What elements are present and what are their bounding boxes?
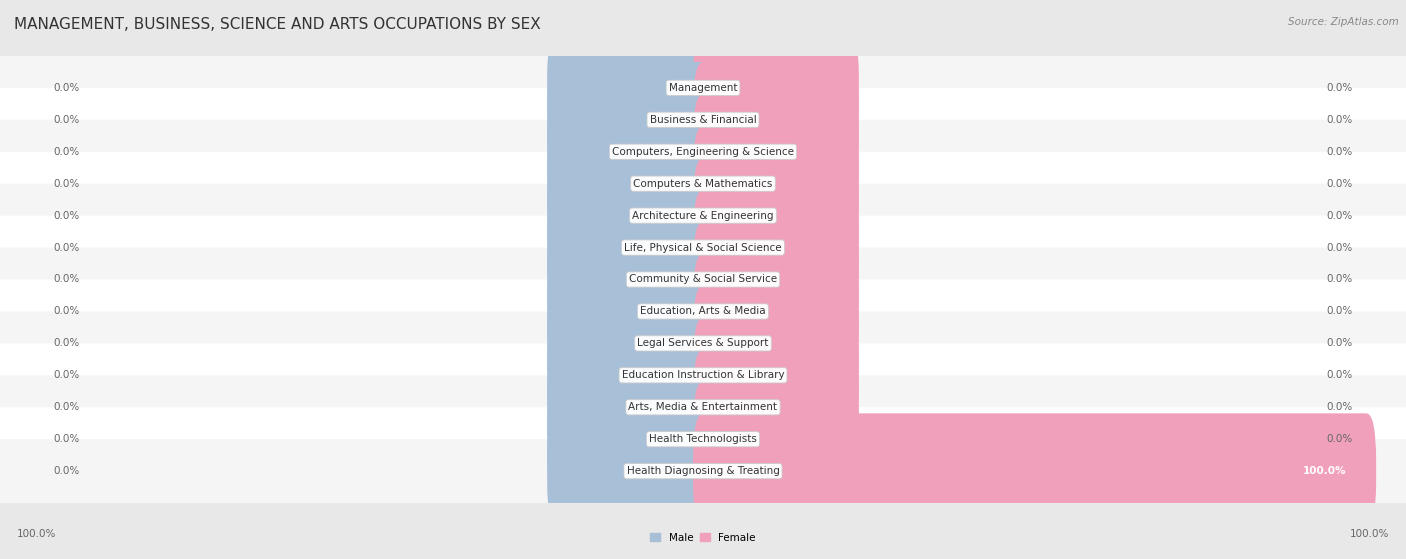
FancyBboxPatch shape [693, 30, 859, 146]
Text: 0.0%: 0.0% [53, 402, 79, 413]
Text: 0.0%: 0.0% [1327, 146, 1353, 157]
Text: Source: ZipAtlas.com: Source: ZipAtlas.com [1288, 17, 1399, 27]
Text: 0.0%: 0.0% [53, 211, 79, 221]
FancyBboxPatch shape [693, 349, 859, 465]
Text: 0.0%: 0.0% [53, 83, 79, 93]
Text: Computers, Engineering & Science: Computers, Engineering & Science [612, 146, 794, 157]
Text: Health Diagnosing & Treating: Health Diagnosing & Treating [627, 466, 779, 476]
FancyBboxPatch shape [693, 158, 859, 273]
FancyBboxPatch shape [0, 216, 1406, 280]
Text: Education Instruction & Library: Education Instruction & Library [621, 370, 785, 380]
FancyBboxPatch shape [0, 439, 1406, 503]
Text: Business & Financial: Business & Financial [650, 115, 756, 125]
FancyBboxPatch shape [693, 381, 859, 497]
FancyBboxPatch shape [547, 94, 713, 210]
Text: Legal Services & Support: Legal Services & Support [637, 338, 769, 348]
FancyBboxPatch shape [547, 286, 713, 401]
Text: 0.0%: 0.0% [1327, 243, 1353, 253]
Text: 0.0%: 0.0% [53, 338, 79, 348]
FancyBboxPatch shape [547, 318, 713, 433]
Text: 100.0%: 100.0% [1303, 466, 1347, 476]
Text: Health Technologists: Health Technologists [650, 434, 756, 444]
FancyBboxPatch shape [693, 62, 859, 178]
FancyBboxPatch shape [0, 248, 1406, 311]
FancyBboxPatch shape [547, 30, 713, 146]
Text: MANAGEMENT, BUSINESS, SCIENCE AND ARTS OCCUPATIONS BY SEX: MANAGEMENT, BUSINESS, SCIENCE AND ARTS O… [14, 17, 541, 32]
Text: 0.0%: 0.0% [1327, 338, 1353, 348]
Text: Arts, Media & Entertainment: Arts, Media & Entertainment [628, 402, 778, 413]
FancyBboxPatch shape [693, 254, 859, 369]
FancyBboxPatch shape [0, 184, 1406, 248]
FancyBboxPatch shape [693, 222, 859, 337]
Text: 0.0%: 0.0% [1327, 370, 1353, 380]
Text: 0.0%: 0.0% [53, 306, 79, 316]
Text: Life, Physical & Social Science: Life, Physical & Social Science [624, 243, 782, 253]
FancyBboxPatch shape [0, 56, 1406, 120]
FancyBboxPatch shape [547, 222, 713, 337]
Text: Community & Social Service: Community & Social Service [628, 274, 778, 285]
Text: 0.0%: 0.0% [53, 370, 79, 380]
Text: 0.0%: 0.0% [1327, 306, 1353, 316]
FancyBboxPatch shape [693, 318, 859, 433]
Text: Architecture & Engineering: Architecture & Engineering [633, 211, 773, 221]
FancyBboxPatch shape [547, 62, 713, 178]
Text: 0.0%: 0.0% [53, 434, 79, 444]
FancyBboxPatch shape [693, 413, 1376, 529]
FancyBboxPatch shape [693, 94, 859, 210]
Text: Management: Management [669, 83, 737, 93]
FancyBboxPatch shape [0, 343, 1406, 408]
FancyBboxPatch shape [0, 375, 1406, 439]
Text: 0.0%: 0.0% [53, 179, 79, 189]
Text: 0.0%: 0.0% [1327, 434, 1353, 444]
Text: 0.0%: 0.0% [1327, 179, 1353, 189]
FancyBboxPatch shape [547, 190, 713, 305]
FancyBboxPatch shape [0, 88, 1406, 151]
Text: 100.0%: 100.0% [1350, 529, 1389, 539]
Text: 0.0%: 0.0% [53, 146, 79, 157]
Text: 0.0%: 0.0% [53, 115, 79, 125]
Text: 100.0%: 100.0% [17, 529, 56, 539]
Text: Education, Arts & Media: Education, Arts & Media [640, 306, 766, 316]
FancyBboxPatch shape [547, 349, 713, 465]
FancyBboxPatch shape [0, 280, 1406, 343]
FancyBboxPatch shape [693, 190, 859, 305]
Text: 0.0%: 0.0% [53, 466, 79, 476]
FancyBboxPatch shape [0, 120, 1406, 184]
Text: 0.0%: 0.0% [53, 243, 79, 253]
FancyBboxPatch shape [547, 254, 713, 369]
FancyBboxPatch shape [693, 126, 859, 241]
FancyBboxPatch shape [547, 381, 713, 497]
FancyBboxPatch shape [547, 413, 713, 529]
FancyBboxPatch shape [547, 126, 713, 241]
FancyBboxPatch shape [0, 151, 1406, 216]
FancyBboxPatch shape [693, 286, 859, 401]
Legend: Male, Female: Male, Female [650, 533, 756, 543]
Text: 0.0%: 0.0% [1327, 115, 1353, 125]
FancyBboxPatch shape [0, 311, 1406, 375]
Text: 0.0%: 0.0% [1327, 83, 1353, 93]
Text: 0.0%: 0.0% [1327, 211, 1353, 221]
FancyBboxPatch shape [547, 158, 713, 273]
Text: 0.0%: 0.0% [1327, 274, 1353, 285]
Text: Computers & Mathematics: Computers & Mathematics [633, 179, 773, 189]
FancyBboxPatch shape [0, 408, 1406, 471]
Text: 0.0%: 0.0% [1327, 402, 1353, 413]
Text: 0.0%: 0.0% [53, 274, 79, 285]
